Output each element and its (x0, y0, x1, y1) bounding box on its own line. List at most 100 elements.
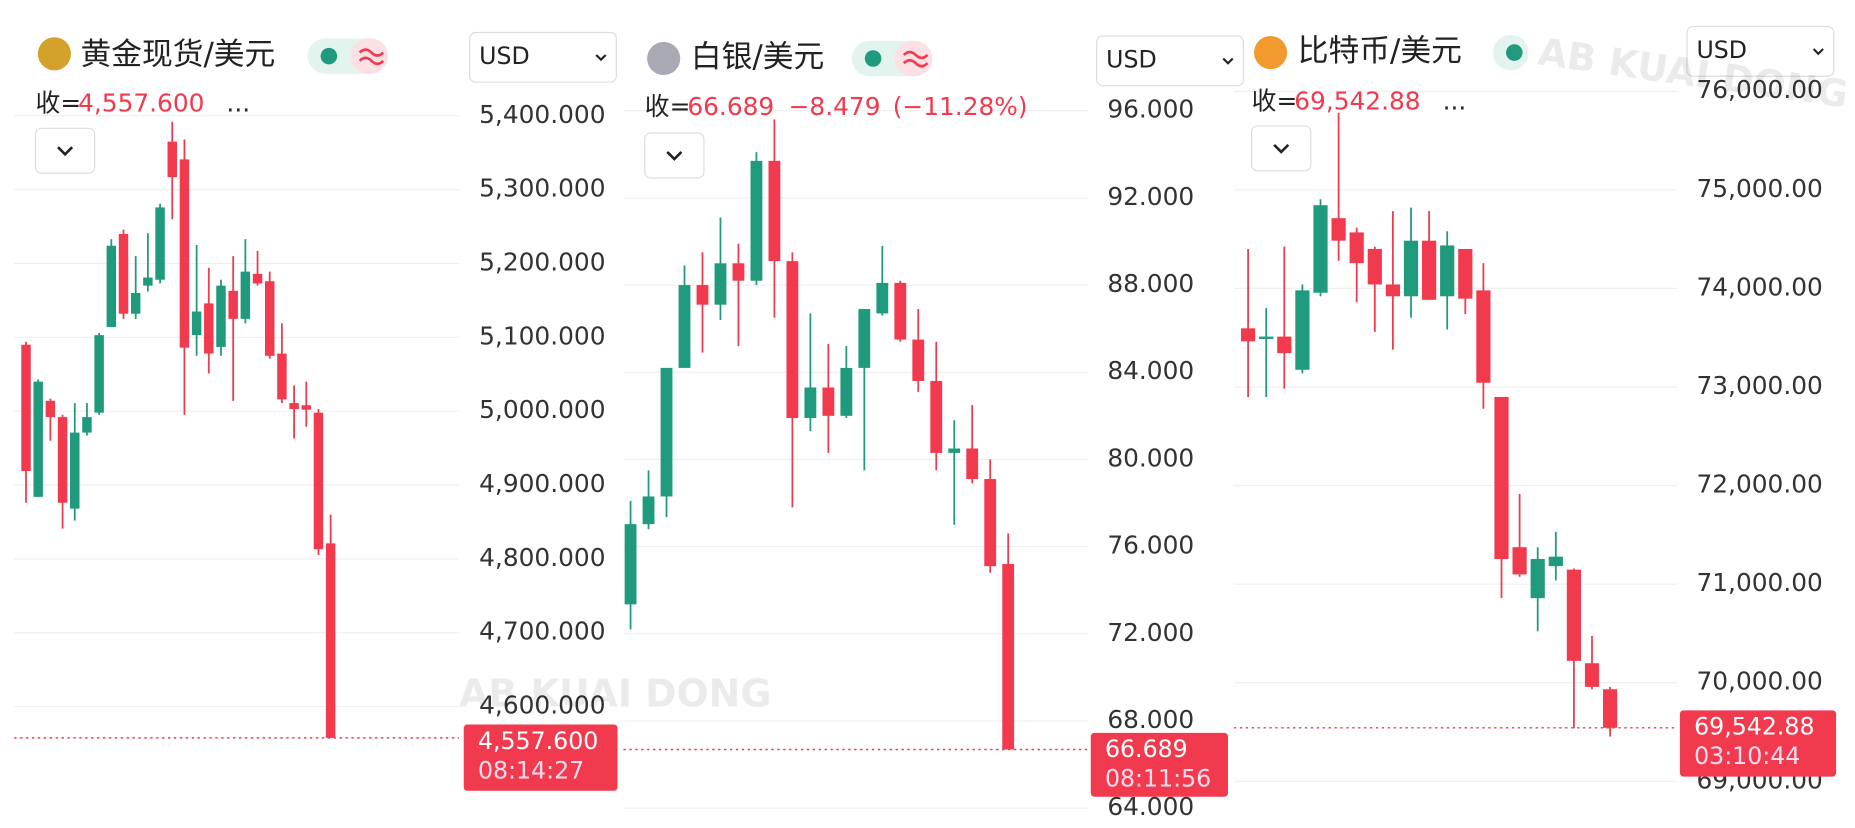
candle-body (33, 381, 43, 497)
candle-body (1241, 328, 1256, 342)
y-tick-label: 4,600.000 (479, 691, 605, 720)
y-tick-label: 5,300.000 (479, 174, 605, 203)
status-dot (1506, 44, 1523, 61)
candle-body (94, 335, 104, 413)
y-tick-label: 76,000.00 (1696, 75, 1822, 104)
change-value: −8.479 (789, 92, 881, 121)
status-dot (320, 47, 338, 65)
price-tag-value: 69,542.88 (1694, 713, 1814, 741)
collapse-button[interactable] (1251, 125, 1312, 172)
candle-body (1566, 569, 1582, 661)
candle-body (252, 273, 263, 284)
candle-body (45, 400, 56, 418)
y-tick-label: 70,000.00 (1696, 667, 1822, 696)
candle-body (1494, 396, 1509, 560)
currency-select[interactable] (469, 31, 617, 83)
currency-select[interactable] (1096, 35, 1244, 87)
close-prefix: 收= (35, 89, 81, 118)
candle-body (1403, 240, 1419, 297)
price-tag (1090, 732, 1228, 797)
price-tag-countdown: 08:11:56 (1105, 765, 1211, 793)
candle-body (301, 405, 312, 410)
candle-body (1512, 547, 1527, 575)
candle-body (804, 387, 817, 419)
price-tag (463, 724, 618, 791)
candle-body (325, 543, 336, 738)
candle-body (768, 160, 781, 262)
price-tag-countdown: 03:10:44 (1694, 742, 1800, 770)
close-prefix: 收= (645, 92, 691, 121)
y-tick-label: 71,000.00 (1696, 568, 1822, 597)
y-tick-label: 72.000 (1107, 618, 1194, 647)
currency-label: USD (479, 42, 530, 70)
y-tick-label: 4,700.000 (479, 617, 605, 646)
candle-body (624, 524, 637, 605)
candle-body (822, 387, 835, 416)
watermark: AB KUAI DONG (459, 672, 771, 716)
y-tick-label: 74,000.00 (1696, 272, 1822, 301)
asset-title: 黄金现货/美元 (80, 37, 275, 73)
chevron-icon (1222, 57, 1234, 65)
currency-select[interactable] (1686, 25, 1835, 77)
status-dot (864, 50, 882, 67)
candle-body (1385, 284, 1401, 297)
chevron-icon (595, 54, 607, 62)
candle-body (1422, 240, 1437, 300)
y-tick-label: 4,800.000 (479, 543, 605, 572)
candle-body (277, 353, 287, 400)
more: ... (226, 89, 250, 118)
candle-body (678, 285, 691, 368)
candle-body (82, 417, 92, 433)
candle-body (1458, 248, 1473, 299)
y-tick-label: 4,900.000 (479, 469, 605, 498)
close-value: 4,557.600 (78, 89, 204, 118)
close-value: 66.689 (687, 92, 774, 121)
price-tag-countdown: 08:14:27 (478, 756, 584, 784)
asset-icon (37, 37, 71, 71)
candle-body (1603, 689, 1618, 728)
candle-body (179, 159, 190, 348)
candle-body (948, 448, 961, 453)
candle-body (786, 261, 799, 419)
candle-body (167, 141, 177, 178)
chevron-icon (1812, 48, 1824, 56)
candle-body (1259, 336, 1274, 339)
y-tick-label: 5,200.000 (479, 248, 605, 277)
candle-body (894, 282, 907, 340)
price-tag (1679, 710, 1837, 777)
y-tick-label: 92.000 (1107, 182, 1194, 211)
chevron-icon (1273, 143, 1290, 154)
asset-title: 比特币/美元 (1298, 33, 1462, 69)
close-value: 69,542.88 (1294, 86, 1420, 115)
wave-icon (358, 48, 385, 66)
candle-body (313, 412, 324, 550)
candle-body (118, 233, 129, 314)
chevron-icon (666, 151, 683, 161)
candle-body (1367, 248, 1382, 285)
candle-body (1584, 663, 1600, 687)
candle-body (70, 432, 80, 509)
y-tick-label: 72,000.00 (1696, 470, 1822, 499)
candle-body (930, 380, 943, 453)
collapse-button[interactable] (644, 132, 705, 179)
more: ... (1443, 86, 1467, 115)
chevron-icon (57, 146, 74, 157)
candle-body (1476, 290, 1491, 383)
candle-body (216, 285, 226, 347)
y-tick-label: 88.000 (1107, 269, 1194, 298)
candle-body (876, 282, 889, 314)
candle-body (858, 309, 871, 368)
price-tag-value: 4,557.600 (478, 727, 598, 755)
candle-body (265, 281, 275, 356)
collapse-button[interactable] (34, 127, 96, 174)
candle-body (1440, 245, 1455, 297)
asset-icon (1254, 36, 1288, 70)
y-tick-label: 5,100.000 (479, 321, 605, 350)
candle-body (912, 339, 925, 381)
y-tick-label: 96.000 (1107, 95, 1194, 124)
candle-body (130, 293, 141, 314)
y-tick-label: 75,000.00 (1696, 174, 1822, 203)
candle-body (240, 271, 251, 319)
